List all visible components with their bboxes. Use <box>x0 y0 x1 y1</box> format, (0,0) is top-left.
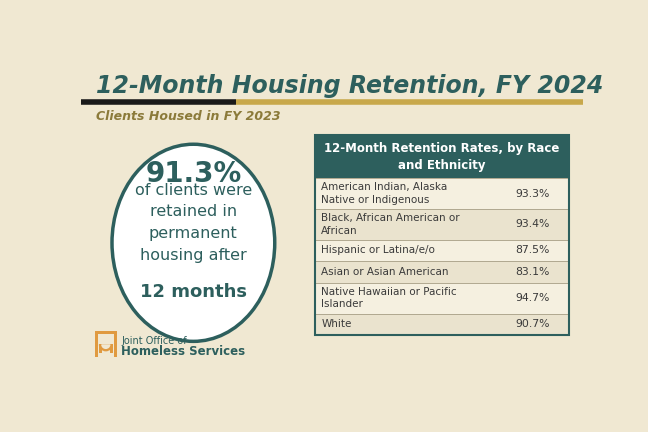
Wedge shape <box>99 344 113 351</box>
FancyBboxPatch shape <box>315 178 569 209</box>
Bar <box>99 344 102 353</box>
Text: American Indian, Alaska
Native or Indigenous: American Indian, Alaska Native or Indige… <box>321 182 448 205</box>
Text: 83.1%: 83.1% <box>515 267 550 277</box>
Text: Native Hawaiian or Pacific
Islander: Native Hawaiian or Pacific Islander <box>321 287 457 309</box>
Bar <box>98 334 113 357</box>
Text: Asian or Asian American: Asian or Asian American <box>321 267 449 277</box>
Text: 94.7%: 94.7% <box>515 293 550 303</box>
Text: 93.4%: 93.4% <box>515 219 550 229</box>
Bar <box>95 330 117 357</box>
FancyBboxPatch shape <box>315 261 569 283</box>
Text: 91.3%: 91.3% <box>145 159 242 187</box>
Text: Black, African American or
African: Black, African American or African <box>321 213 460 235</box>
Text: 12-Month Housing Retention, FY 2024: 12-Month Housing Retention, FY 2024 <box>97 74 604 98</box>
Ellipse shape <box>112 144 275 341</box>
Text: 90.7%: 90.7% <box>515 319 550 330</box>
Text: 12-Month Retention Rates, by Race
and Ethnicity: 12-Month Retention Rates, by Race and Et… <box>325 142 560 172</box>
Text: Homeless Services: Homeless Services <box>121 345 246 358</box>
FancyBboxPatch shape <box>315 135 569 178</box>
Text: Joint Office of: Joint Office of <box>121 336 187 346</box>
Text: White: White <box>321 319 352 330</box>
Text: 12 months: 12 months <box>140 283 247 301</box>
Text: Hispanic or Latina/e/o: Hispanic or Latina/e/o <box>321 245 435 255</box>
FancyBboxPatch shape <box>315 314 569 335</box>
Bar <box>110 344 113 353</box>
Text: 87.5%: 87.5% <box>515 245 550 255</box>
Text: Clients Housed in FY 2023: Clients Housed in FY 2023 <box>97 110 281 123</box>
Wedge shape <box>101 344 110 349</box>
Text: of clients were
retained in
permanent
housing after: of clients were retained in permanent ho… <box>135 183 252 263</box>
FancyBboxPatch shape <box>315 283 569 314</box>
FancyBboxPatch shape <box>315 209 569 240</box>
Text: 93.3%: 93.3% <box>515 188 550 199</box>
FancyBboxPatch shape <box>315 240 569 261</box>
